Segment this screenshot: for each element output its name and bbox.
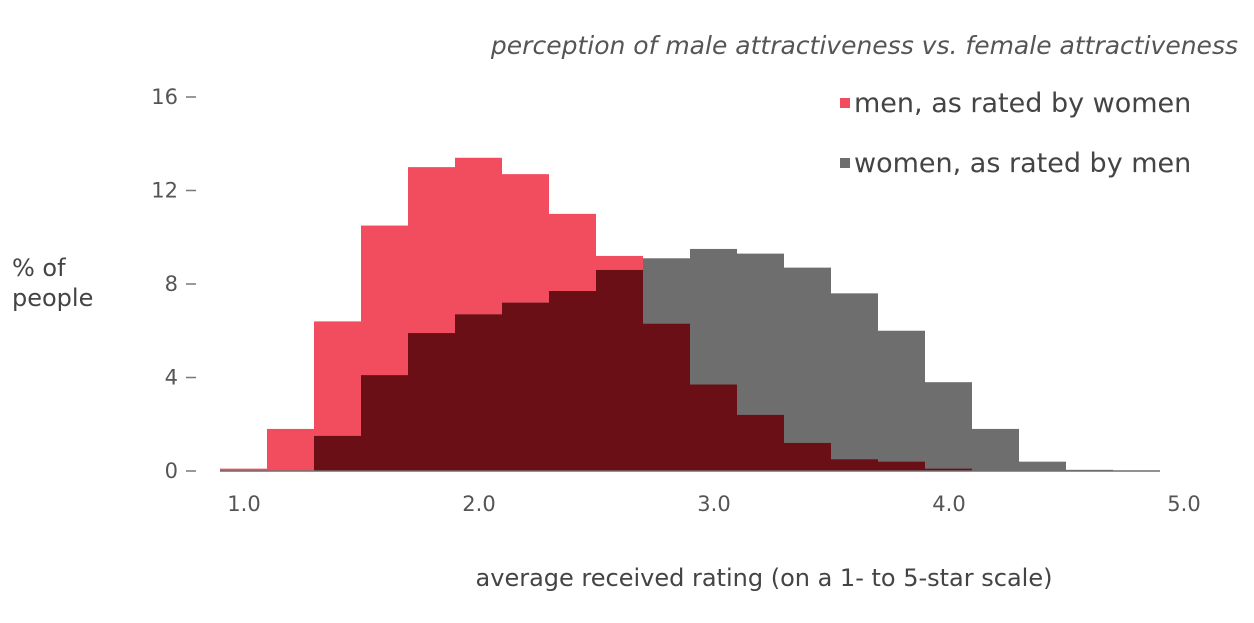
y-axis: 0 4 8 12 16 <box>151 85 196 483</box>
bar-men-1 <box>267 428 314 471</box>
bar-overlap-4 <box>408 333 455 471</box>
x-tick-label-0: 1.0 <box>227 492 260 516</box>
y-tick-label-1: 4 <box>165 366 178 390</box>
y-tick-label-0: 0 <box>165 459 178 483</box>
bar-women-11 <box>831 293 878 471</box>
legend-label-men: men, as rated by women <box>854 88 1191 119</box>
y-tick-label-4: 16 <box>151 85 178 109</box>
overlap-layer <box>314 269 972 471</box>
y-tick-label-3: 12 <box>151 179 178 203</box>
bar-overlap-2 <box>314 435 361 471</box>
bar-overlap-12 <box>784 442 831 471</box>
x-tick-label-2: 3.0 <box>697 492 730 516</box>
bar-overlap-3 <box>361 375 408 471</box>
legend-swatch-women <box>840 158 850 168</box>
chart-title: perception of male attractiveness vs. fe… <box>490 31 1238 60</box>
bar-overlap-13 <box>831 459 878 471</box>
bar-overlap-5 <box>455 314 502 471</box>
y-axis-label-line1: % of <box>12 254 66 282</box>
y-axis-label-line2: people <box>12 284 93 312</box>
x-axis-label: average received rating (on a 1- to 5-st… <box>476 564 1053 592</box>
bar-overlap-15 <box>925 468 972 471</box>
bar-overlap-10 <box>690 384 737 471</box>
bar-overlap-8 <box>596 269 643 471</box>
legend-swatch-men <box>840 98 850 108</box>
bar-overlap-6 <box>502 302 549 471</box>
bar-women-13 <box>925 382 972 471</box>
bar-men-0 <box>220 468 267 471</box>
y-tick-label-2: 8 <box>165 272 178 296</box>
legend-label-women: women, as rated by men <box>854 148 1191 179</box>
x-tick-label-4: 5.0 <box>1167 492 1200 516</box>
bar-women-12 <box>878 330 925 471</box>
x-tick-label-3: 4.0 <box>932 492 965 516</box>
x-axis: 1.0 2.0 3.0 4.0 5.0 <box>227 492 1200 516</box>
bar-women-10 <box>784 267 831 471</box>
bar-overlap-7 <box>549 291 596 471</box>
bar-overlap-11 <box>737 414 784 471</box>
bar-overlap-14 <box>878 461 925 471</box>
bar-women-15 <box>1019 461 1066 471</box>
bar-overlap-9 <box>643 323 690 471</box>
bar-women-14 <box>972 428 1019 471</box>
legend: men, as rated by women women, as rated b… <box>840 88 1191 179</box>
x-tick-label-1: 2.0 <box>462 492 495 516</box>
